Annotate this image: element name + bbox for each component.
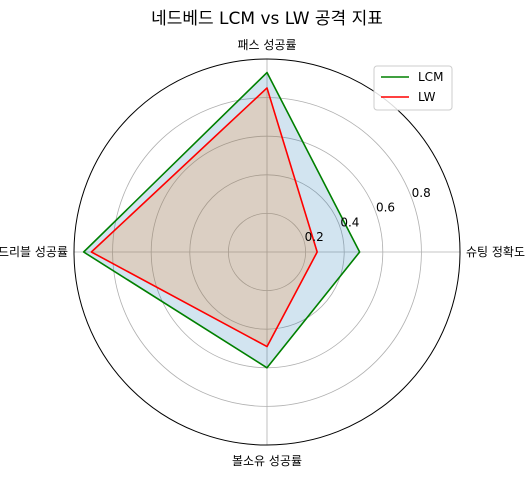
legend-label-lcm: LCM: [418, 70, 443, 84]
radial-tick-label: 0.8: [412, 186, 431, 200]
category-label: 패스 성공률: [237, 38, 296, 52]
radial-tick-label: 0.2: [305, 230, 324, 244]
series-line-lcm: [82, 71, 361, 369]
series-line-lw: [90, 87, 318, 348]
outer-frame: [73, 58, 461, 446]
legend: LCM LW: [373, 65, 453, 111]
category-label: 슈팅 정확도: [466, 245, 525, 259]
radial-tick-label: 0.6: [376, 201, 395, 215]
chart-title: 네드베드 LCM vs LW 공격 지표: [151, 9, 383, 29]
series-lines: [82, 71, 361, 369]
radial-tick-label: 0.4: [340, 215, 359, 229]
category-label: 볼소유 성공률: [232, 454, 302, 468]
series-fill-lcm: [83, 72, 360, 368]
legend-label-lw: LW: [418, 90, 436, 104]
radial-tick-labels: 0.2 0.4 0.6 0.8: [305, 186, 431, 244]
radar-frame: [73, 58, 461, 446]
category-label: 드리블 성공률: [0, 245, 68, 259]
